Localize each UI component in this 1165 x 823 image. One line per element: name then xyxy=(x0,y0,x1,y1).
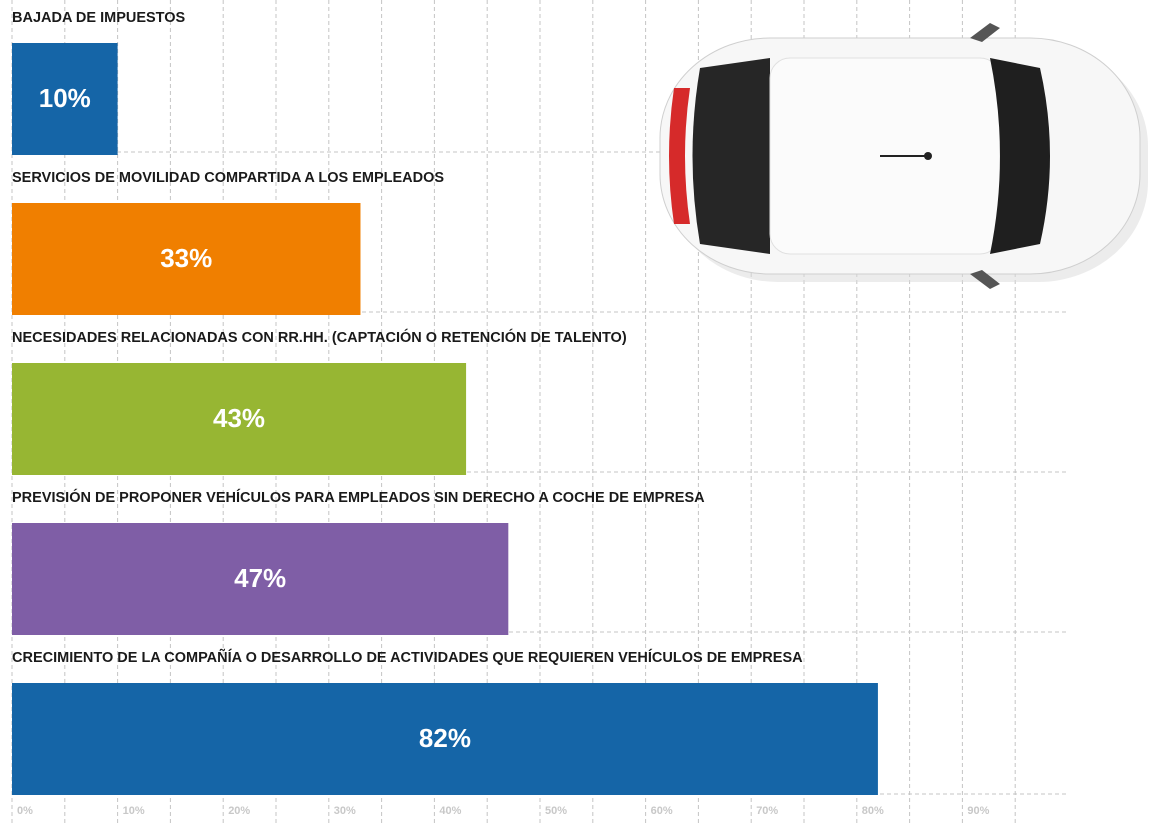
x-tick-label: 90% xyxy=(967,805,989,817)
car-antenna-base xyxy=(924,152,932,160)
x-tick-label: 70% xyxy=(756,805,778,817)
category-label: NECESIDADES RELACIONADAS CON RR.HH. (CAP… xyxy=(12,328,627,346)
x-tick-label: 50% xyxy=(545,805,567,817)
category-label: CRECIMIENTO DE LA COMPAÑÍA O DESARROLLO … xyxy=(12,648,803,666)
chart: 0% 10% 20% 30% 40% 50% 60% 70% 80% 90% BAJADA DE I… xyxy=(0,0,1165,823)
x-tick-label: 20% xyxy=(228,805,250,817)
category-label: BAJADA DE IMPUESTOS xyxy=(12,10,186,26)
value-label: 33% xyxy=(160,243,212,273)
value-label: 82% xyxy=(419,723,471,753)
value-label: 43% xyxy=(213,403,265,433)
car-illustration xyxy=(660,23,1148,289)
value-label: 10% xyxy=(39,83,91,113)
x-tick-label: 0% xyxy=(17,805,33,817)
value-label: 47% xyxy=(234,563,286,593)
x-tick-label: 80% xyxy=(862,805,884,817)
category-label: PREVISIÓN DE PROPONER VEHÍCULOS PARA EMP… xyxy=(12,488,705,506)
x-tick-label: 40% xyxy=(439,805,461,817)
x-tick-label: 10% xyxy=(123,805,145,817)
car-rear-window xyxy=(693,58,771,254)
x-tick-label: 60% xyxy=(651,805,673,817)
category-label: SERVICIOS DE MOVILIDAD COMPARTIDA A LOS … xyxy=(12,170,444,186)
x-tick-label: 30% xyxy=(334,805,356,817)
